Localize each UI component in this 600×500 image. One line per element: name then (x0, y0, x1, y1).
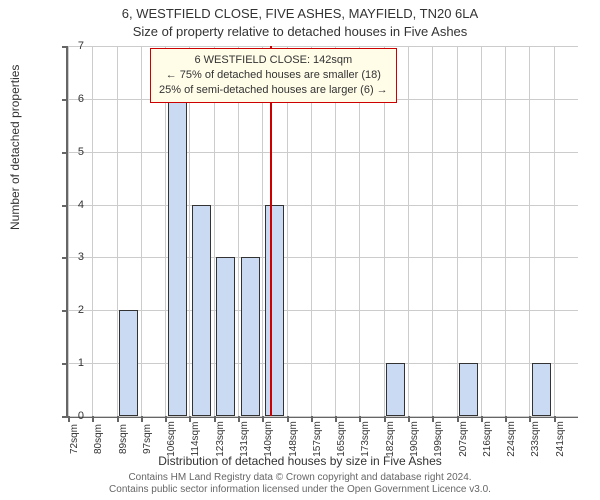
histogram-bar (265, 205, 284, 416)
xtick-label: 80sqm (93, 424, 104, 454)
xtick-label: 199sqm (433, 421, 444, 457)
gridline-h (68, 205, 578, 206)
xtick-label: 216sqm (482, 421, 493, 457)
ytick-label: 5 (44, 146, 84, 158)
histogram-bar (459, 363, 478, 416)
xtick-label: 207sqm (458, 421, 469, 457)
xtick-label: 123sqm (215, 421, 226, 457)
xtick-label: 241sqm (555, 421, 566, 457)
ytick-label: 6 (44, 93, 84, 105)
gridline-h (68, 46, 578, 47)
gridline-h (68, 152, 578, 153)
xtick-label: 131sqm (239, 421, 250, 457)
xtick-label: 190sqm (409, 421, 420, 457)
ytick-label: 2 (44, 304, 84, 316)
gridline-v (141, 46, 142, 416)
xtick-label: 224sqm (506, 421, 517, 457)
histogram-bar (216, 257, 235, 416)
ytick-label: 7 (44, 40, 84, 52)
chart-container: 6, WESTFIELD CLOSE, FIVE ASHES, MAYFIELD… (0, 0, 600, 500)
xtick-label: 72sqm (69, 424, 80, 454)
histogram-bar (386, 363, 405, 416)
histogram-bar (119, 310, 138, 416)
gridline-v (505, 46, 506, 416)
ytick-label: 1 (44, 357, 84, 369)
footer-line1: Contains HM Land Registry data © Crown c… (0, 472, 600, 484)
xtick-mark (141, 416, 143, 422)
histogram-bar (168, 99, 187, 416)
y-axis-label: Number of detached properties (8, 65, 22, 230)
xtick-mark (117, 416, 119, 422)
xtick-label: 97sqm (142, 424, 153, 454)
xtick-label: 140sqm (263, 421, 274, 457)
ytick-label: 0 (44, 410, 84, 422)
annotation-box: 6 WESTFIELD CLOSE: 142sqm← 75% of detach… (150, 48, 397, 103)
gridline-v (408, 46, 409, 416)
gridline-h (68, 257, 578, 258)
xtick-label: 182sqm (385, 421, 396, 457)
xtick-label: 114sqm (190, 422, 201, 457)
histogram-bar (192, 205, 211, 416)
xtick-mark (92, 416, 94, 422)
gridline-v (457, 46, 458, 416)
gridline-v (432, 46, 433, 416)
annot-line1: 6 WESTFIELD CLOSE: 142sqm (159, 53, 388, 68)
ytick-label: 4 (44, 199, 84, 211)
annot-line2: ← 75% of detached houses are smaller (18… (159, 68, 388, 83)
gridline-h (68, 363, 578, 364)
plot-area: 6 WESTFIELD CLOSE: 142sqm← 75% of detach… (66, 46, 578, 418)
xtick-label: 157sqm (312, 421, 323, 457)
gridline-v (481, 46, 482, 416)
histogram-bar (532, 363, 551, 416)
gridline-v (92, 46, 93, 416)
gridline-v (554, 46, 555, 416)
xtick-label: 89sqm (118, 424, 129, 454)
page-title-line2: Size of property relative to detached ho… (0, 24, 600, 39)
page-title-line1: 6, WESTFIELD CLOSE, FIVE ASHES, MAYFIELD… (0, 6, 600, 21)
xtick-label: 148sqm (288, 421, 299, 457)
footer-attribution: Contains HM Land Registry data © Crown c… (0, 472, 600, 496)
ytick-label: 3 (44, 251, 84, 263)
xtick-label: 165sqm (336, 421, 347, 457)
gridline-h (68, 310, 578, 311)
gridline-v (529, 46, 530, 416)
xtick-label: 173sqm (360, 421, 371, 457)
xtick-label: 233sqm (530, 421, 541, 457)
footer-line2: Contains public sector information licen… (0, 484, 600, 496)
histogram-bar (241, 257, 260, 416)
gridline-v (117, 46, 118, 416)
xtick-label: 106sqm (166, 421, 177, 457)
annot-line3: 25% of semi-detached houses are larger (… (159, 83, 388, 98)
gridline-h (68, 416, 578, 417)
